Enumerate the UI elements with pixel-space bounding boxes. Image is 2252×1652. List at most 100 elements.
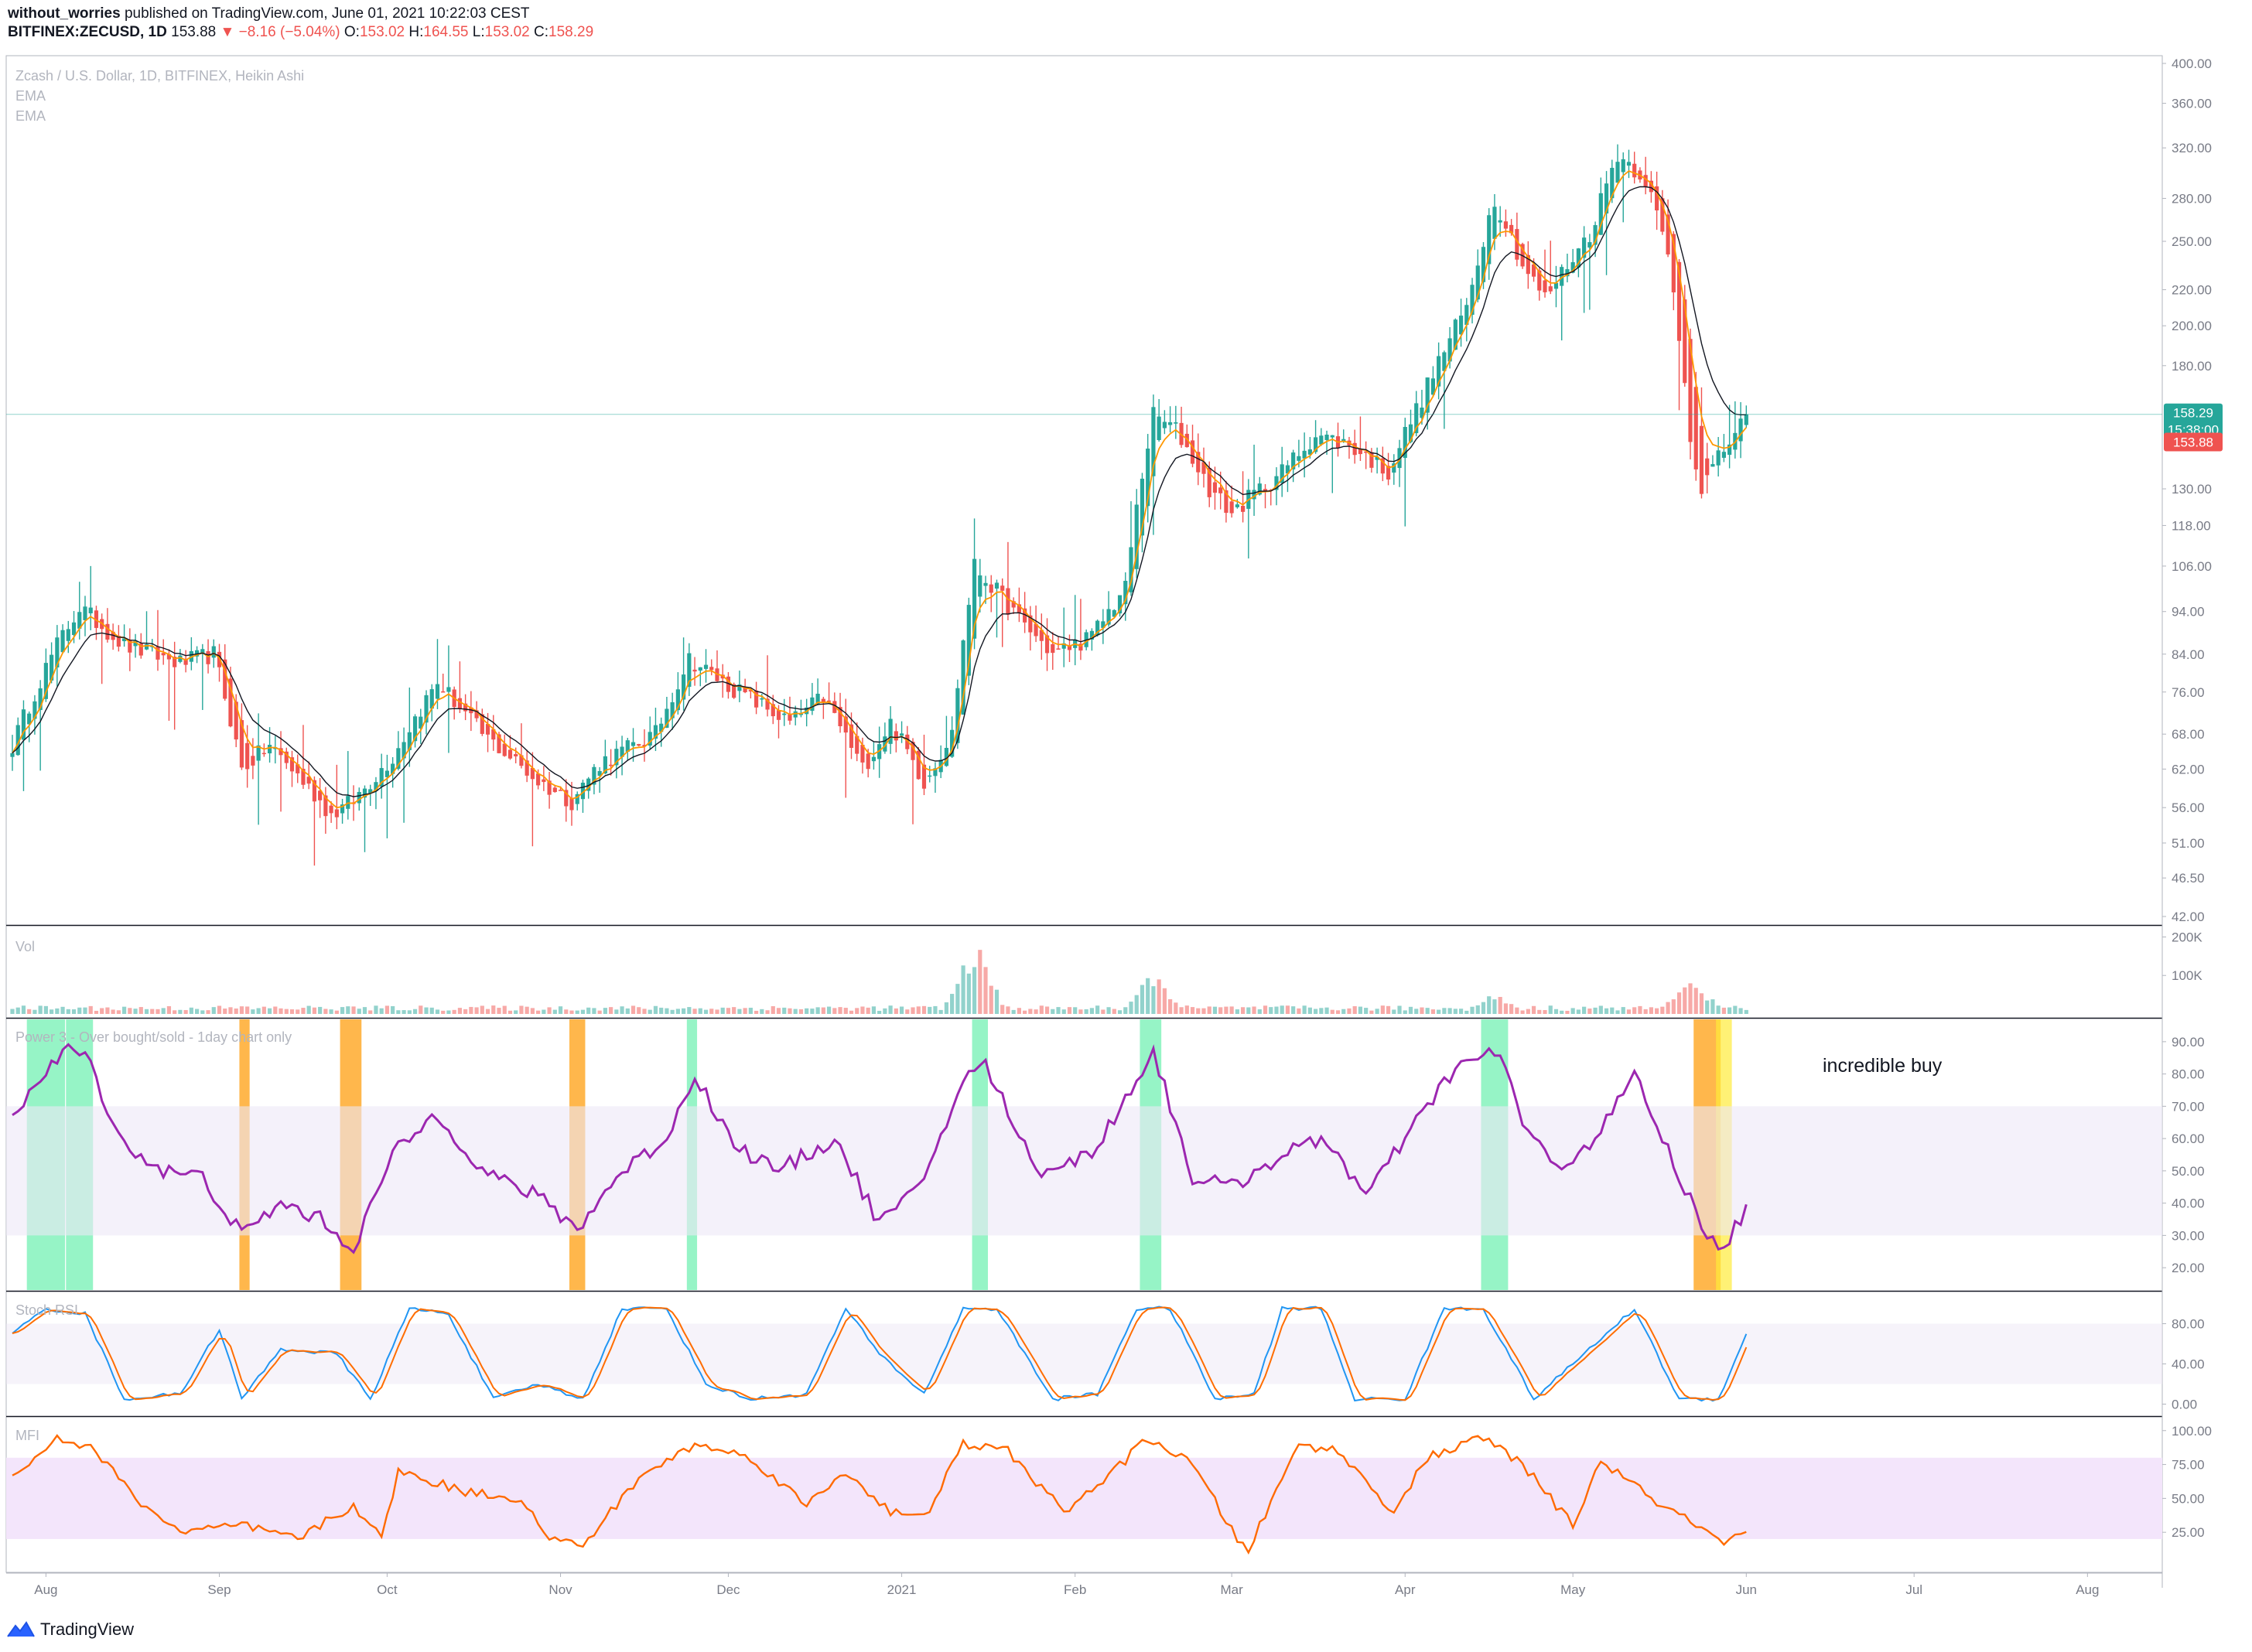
time-tick-label: May: [1560, 1582, 1586, 1597]
time-tick-label: Jul: [1905, 1582, 1922, 1597]
candle-body: [928, 775, 932, 777]
volume-bar: [1229, 1006, 1234, 1014]
publisher-name[interactable]: without_worries: [8, 5, 121, 22]
volume-tick-label: 100K: [2172, 968, 2202, 983]
volume-bar: [1660, 1006, 1665, 1014]
volume-bar: [715, 1009, 719, 1014]
ema-fast-line: [12, 170, 1747, 809]
price-tick-label: 200.00: [2172, 319, 2212, 333]
volume-bar: [648, 1009, 652, 1014]
candle-body: [580, 783, 586, 800]
candle-body: [1397, 448, 1402, 469]
volume-bar: [1543, 1010, 1547, 1014]
volume-bar: [1347, 1008, 1352, 1014]
candle-body: [1117, 595, 1123, 614]
candle-body: [1531, 264, 1536, 277]
candle-body: [1352, 442, 1357, 456]
candle-body: [983, 582, 988, 586]
candle-body: [251, 756, 255, 766]
volume-bar: [1297, 1008, 1301, 1014]
volume-bar: [1537, 1009, 1542, 1014]
volume-bar: [1307, 1007, 1312, 1014]
candle-body: [133, 640, 138, 647]
price-tick-label: 68.00: [2172, 727, 2205, 742]
candle-body: [55, 637, 60, 667]
candle-body: [1280, 464, 1284, 483]
volume-bar: [284, 1009, 289, 1014]
volume-bar: [1553, 1009, 1559, 1014]
volume-bar: [1039, 1005, 1044, 1014]
volume-bar: [374, 1005, 378, 1014]
tradingview-logo[interactable]: TradingView: [6, 1620, 134, 1640]
price-candles[interactable]: [10, 144, 1748, 866]
candle-body: [1576, 248, 1581, 268]
volume-bar: [692, 1009, 697, 1014]
volume-bar: [15, 1007, 20, 1014]
chart-canvas[interactable]: 400.00 360.00 320.00 280.00 250.00 220.00 200.…: [0, 0, 2252, 1609]
price-tick-label: 280.00: [2172, 192, 2212, 206]
candle-body: [921, 764, 927, 789]
volume-bar: [289, 1009, 295, 1014]
candle-body: [1537, 270, 1542, 291]
volume-bar: [1190, 1007, 1195, 1014]
power-tick-label: 70.00: [2172, 1099, 2205, 1114]
candle-body: [989, 584, 993, 593]
volume-bar: [1560, 1010, 1564, 1014]
candle-body: [1140, 478, 1145, 536]
candle-body: [1655, 186, 1659, 211]
candle-body: [239, 720, 244, 768]
time-tick-label: Aug: [34, 1582, 57, 1597]
volume-bar: [1470, 1006, 1475, 1014]
volume-bar: [849, 1010, 854, 1014]
volume-bar: [228, 1007, 233, 1014]
candle-body: [374, 782, 378, 791]
candle-body: [412, 716, 418, 742]
power-tick-label: 40.00: [2172, 1196, 2205, 1211]
volume-bar: [821, 1007, 825, 1014]
volume-bar: [1626, 1009, 1632, 1014]
volume-bar: [1089, 1008, 1094, 1014]
volume-bar: [620, 1006, 624, 1014]
volume-bar: [978, 950, 982, 1014]
candle-body: [497, 734, 501, 753]
tradingview-logo-icon: [7, 1621, 35, 1637]
candle-body: [1464, 305, 1469, 326]
candle-body: [43, 663, 48, 699]
open-value: 153.02: [359, 24, 405, 40]
candle-body: [675, 689, 680, 711]
candle-body: [10, 753, 15, 757]
candle-body: [1621, 159, 1625, 172]
candle-body: [1470, 285, 1475, 316]
price-tick-label: 400.00: [2172, 56, 2212, 71]
candle-body: [720, 674, 725, 679]
candle-body: [1257, 483, 1262, 495]
candle-body: [1017, 604, 1021, 613]
volume-bar: [1515, 1007, 1519, 1014]
candle-body: [296, 764, 300, 773]
volume-bar: [334, 1010, 339, 1014]
candle-body: [491, 729, 496, 740]
volume-bar: [1693, 988, 1698, 1014]
volume-bar: [765, 1010, 770, 1014]
candle-body: [1051, 643, 1055, 654]
volume-bar: [1212, 1006, 1218, 1014]
volume-bar: [1430, 1009, 1436, 1014]
time-tick-label: Nov: [548, 1582, 572, 1597]
candle-body: [284, 751, 289, 763]
time-tick-label: Dec: [716, 1582, 740, 1597]
candle-body: [223, 659, 227, 699]
candle-body: [514, 754, 518, 756]
candle-body: [765, 698, 770, 710]
volume-bar: [211, 1007, 216, 1014]
candle-body: [894, 731, 898, 741]
price-tick-label: 46.50: [2172, 871, 2205, 886]
volume-bar: [983, 967, 988, 1014]
volume-bar: [1023, 1010, 1027, 1014]
volume-bar: [1291, 1006, 1296, 1014]
volume-bar: [1051, 1009, 1055, 1014]
volume-bar: [659, 1007, 664, 1014]
candle-body: [860, 744, 865, 763]
candle-body: [32, 701, 37, 719]
mfi-line: [12, 1434, 1747, 1555]
